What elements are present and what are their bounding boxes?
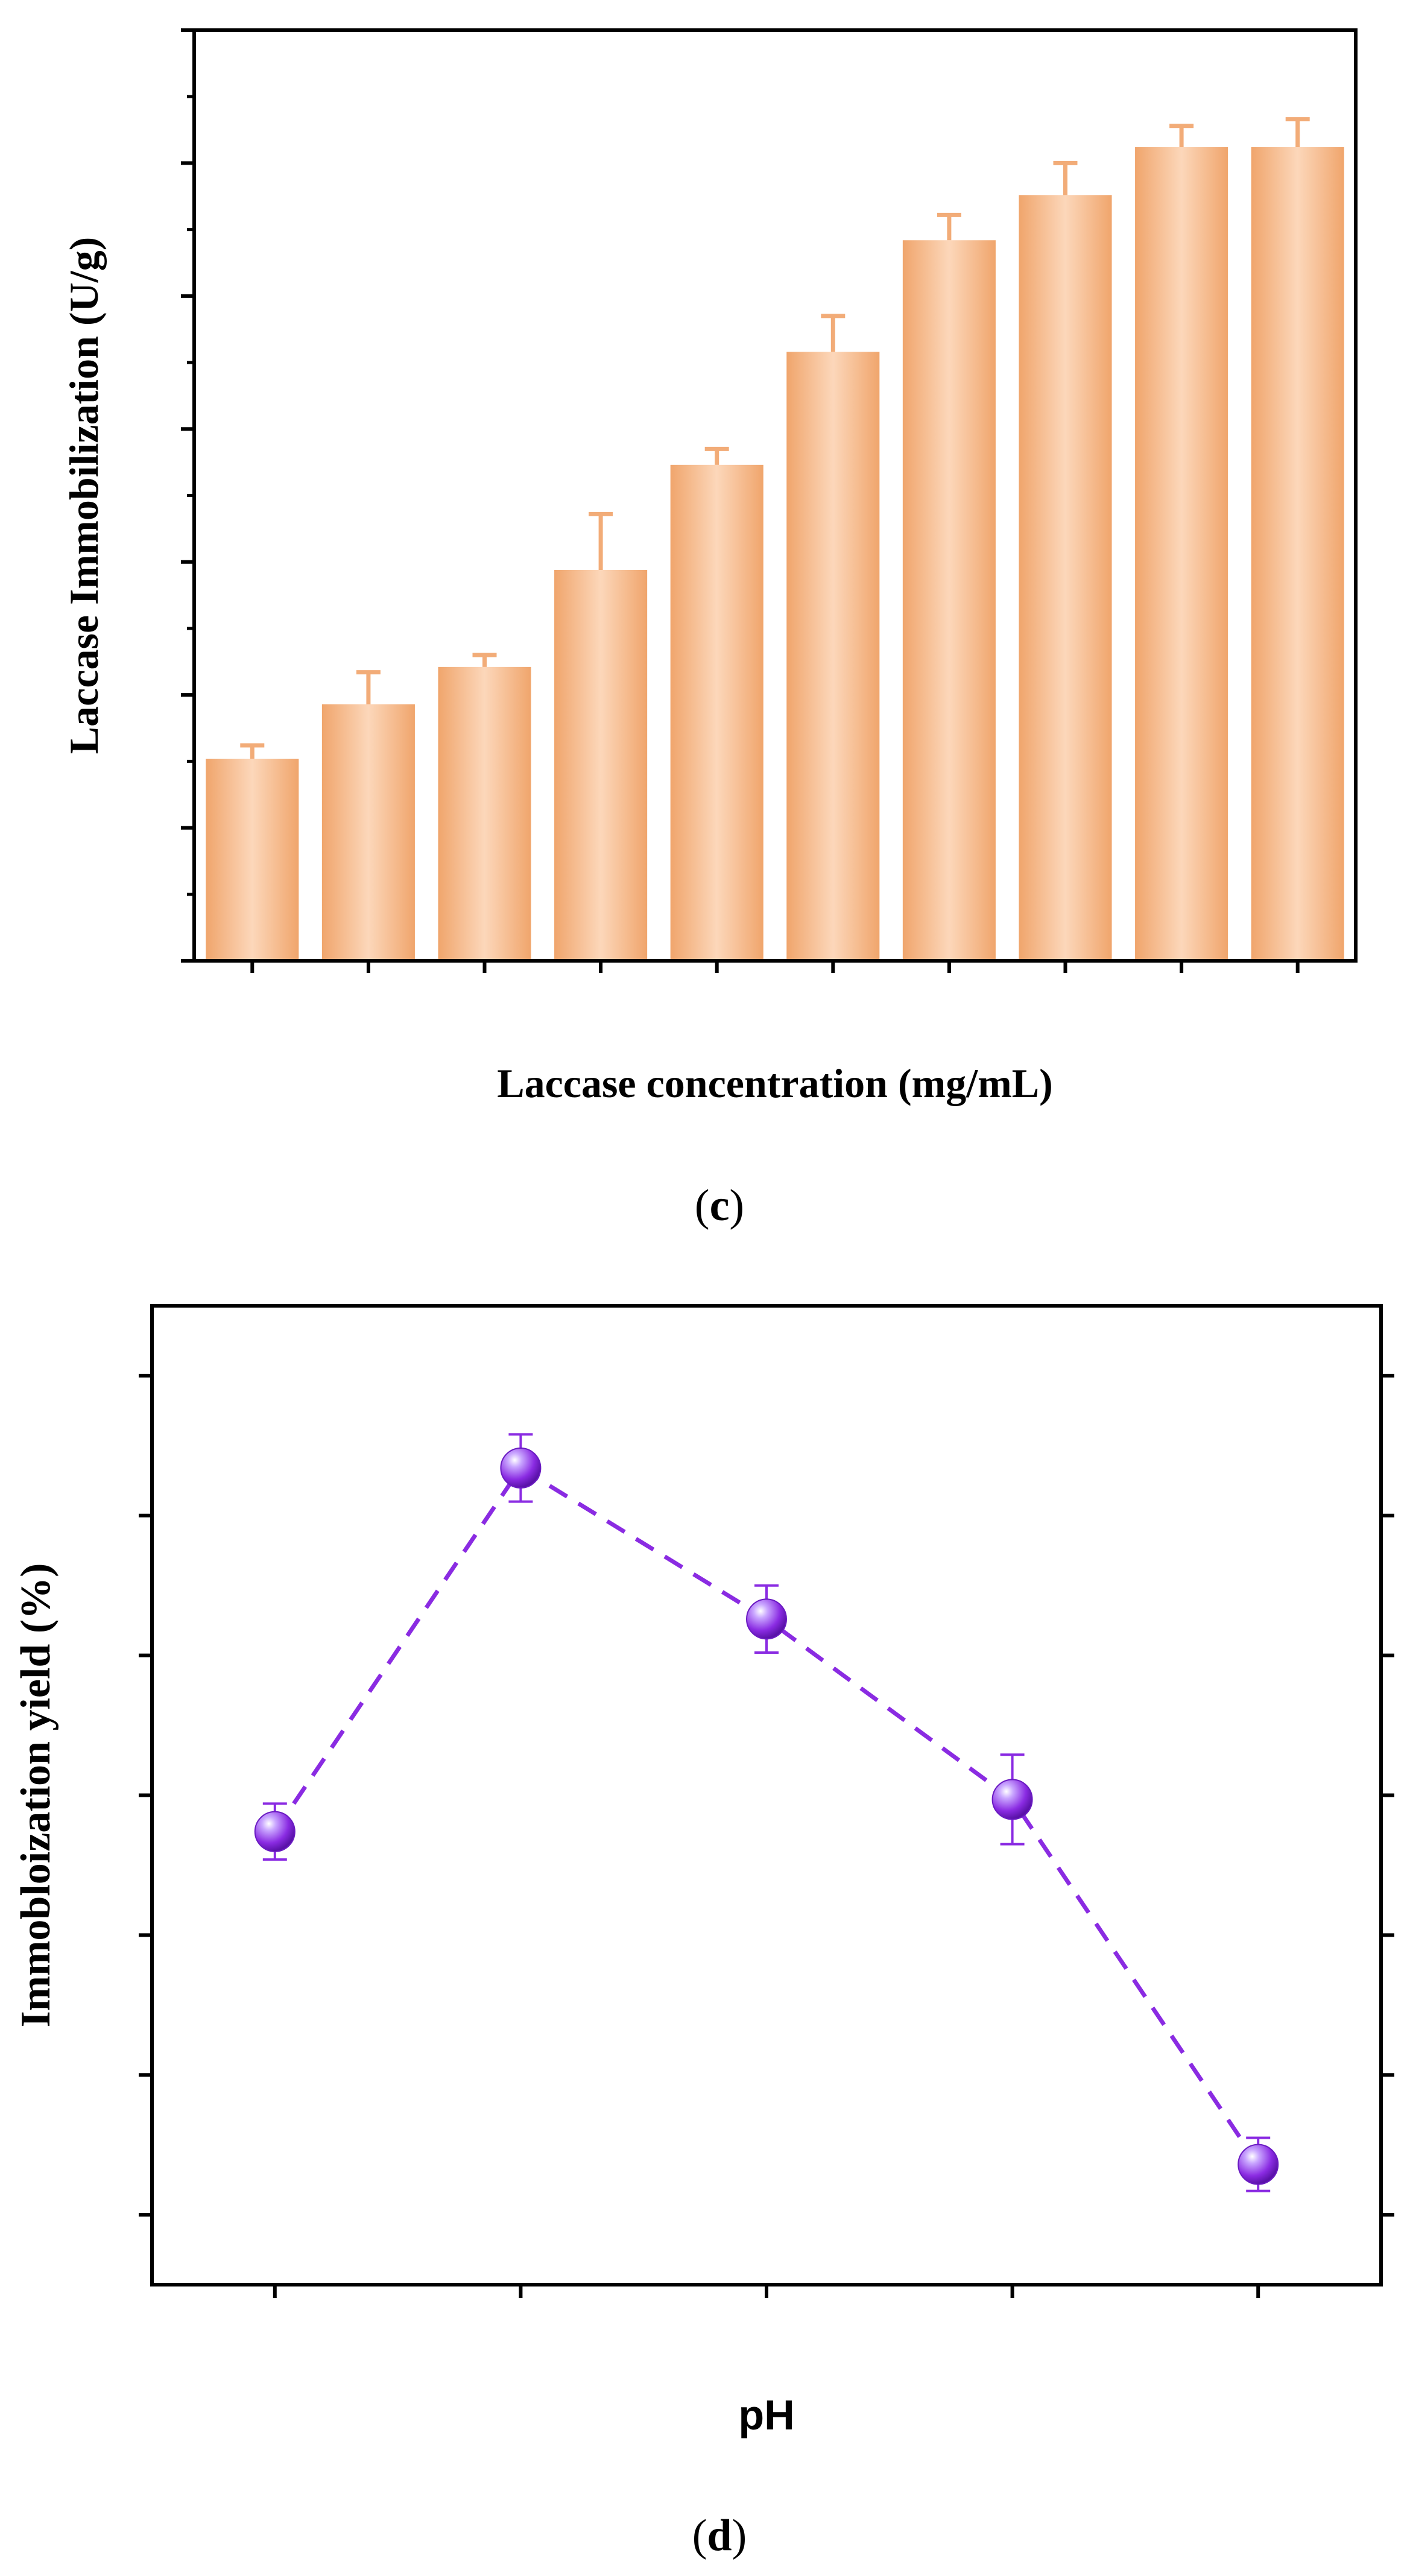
x-axis-title: pH: [738, 2391, 794, 2438]
error-bars: [240, 117, 1310, 759]
x-axis-ticks: [250, 961, 1300, 973]
y-axis-ticks: [181, 28, 194, 963]
bar-chart-panel: Laccase concentration (mg/mL) Laccase Im…: [61, 28, 1358, 1106]
series-line: [273, 1465, 1260, 2166]
y-axis-title: Immobloization yield (%): [13, 1563, 59, 2028]
bar: [670, 464, 763, 961]
data-point: [500, 1447, 542, 1489]
data-point: [991, 1779, 1033, 1820]
x-axis-ticks: [273, 2285, 1260, 2298]
bar: [902, 240, 996, 961]
bar: [786, 352, 880, 961]
bar-series: [206, 147, 1344, 961]
panel-caption-d: (d): [692, 2511, 747, 2560]
y-axis-title: Laccase Immobilization (U/g): [61, 237, 107, 754]
panel-caption-c: (c): [695, 1181, 744, 1230]
data-points: [254, 1447, 1279, 2185]
bar: [206, 758, 299, 961]
bar: [1251, 147, 1344, 961]
bar: [1135, 147, 1228, 961]
data-point: [1238, 2144, 1279, 2185]
data-point: [746, 1598, 787, 1640]
data-point: [254, 1811, 296, 1852]
x-axis-title: Laccase concentration (mg/mL): [497, 1060, 1053, 1106]
bar: [554, 569, 648, 961]
bar: [321, 704, 415, 961]
bar: [1019, 195, 1112, 961]
line-chart-panel: pH Immobloization yield (%): [13, 1304, 1394, 2438]
error-bars: [262, 1433, 1271, 2192]
bar: [438, 666, 531, 961]
plot-frame: [150, 1304, 1383, 2286]
y-axis-ticks: [139, 1373, 1394, 2217]
